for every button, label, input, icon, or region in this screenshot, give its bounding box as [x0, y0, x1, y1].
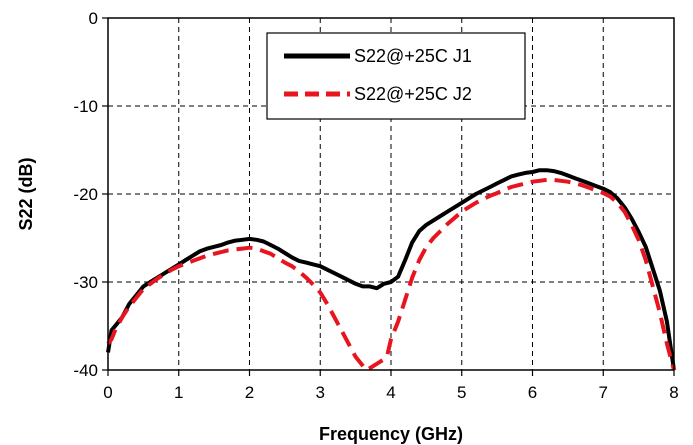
legend: S22@+25C J1 S22@+25C J2: [266, 32, 526, 120]
x-tick-label: 1: [174, 383, 183, 402]
y-tick-label: -10: [73, 97, 98, 116]
legend-label-j1: S22@+25C J1: [354, 46, 472, 66]
x-tick-label: 0: [103, 383, 112, 402]
series-line-j1: [106, 168, 676, 371]
x-axis-title: Frequency (GHz): [319, 424, 463, 444]
y-tick-label: 0: [89, 9, 98, 28]
x-tick-label: 2: [245, 383, 254, 402]
x-tick-label: 6: [528, 383, 537, 402]
y-tick-label: -40: [73, 361, 98, 380]
x-tick-label: 7: [599, 383, 608, 402]
y-tick-label: -30: [73, 273, 98, 292]
legend-box: [266, 32, 526, 120]
series-line-j2: [106, 177, 676, 372]
y-tick-label: -20: [73, 185, 98, 204]
axis-ticks: 0 1 2 3 4 5 6 7 8 0 -10 -20 -30 -40: [73, 9, 678, 402]
x-tick-label: 3: [316, 383, 325, 402]
x-tick-label: 8: [669, 383, 678, 402]
series-lines: [106, 168, 676, 372]
legend-label-j2: S22@+25C J2: [354, 84, 472, 104]
x-tick-label: 5: [457, 383, 466, 402]
y-axis-title: S22 (dB): [16, 157, 36, 230]
x-tick-label: 4: [386, 383, 395, 402]
